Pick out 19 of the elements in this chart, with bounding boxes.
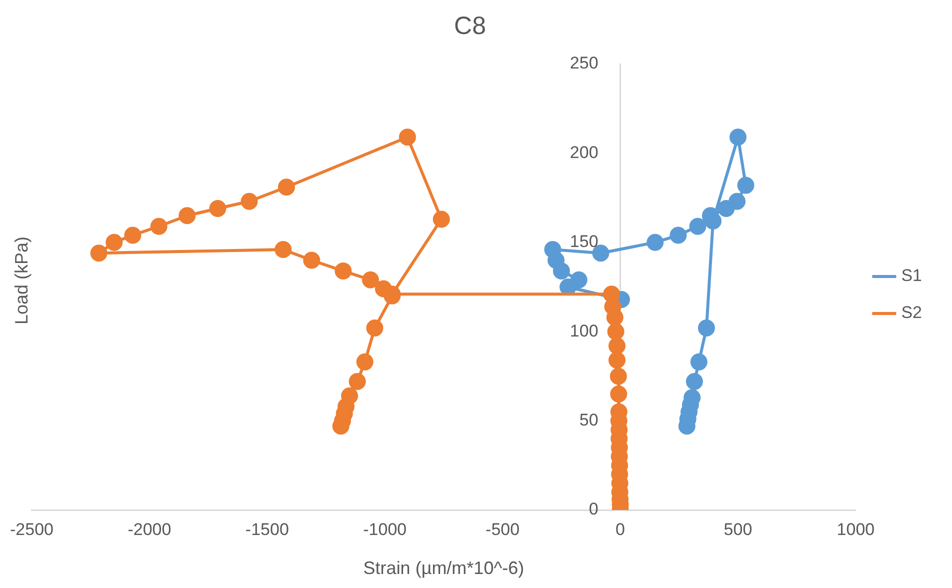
- x-tick-label: 1000: [836, 520, 875, 539]
- chart-title: C8: [454, 12, 486, 40]
- y-tick-label: 250: [570, 54, 598, 73]
- y-tick-label: 50: [579, 410, 598, 430]
- x-tick-label: -2500: [10, 520, 54, 539]
- x-tick-label: 500: [724, 520, 752, 539]
- y-axis-title: Load (kPa): [12, 235, 32, 327]
- y-tick-label: 200: [570, 142, 598, 162]
- y-tick-label: 0: [588, 500, 598, 519]
- x-tick-label: -1000: [363, 520, 407, 539]
- x-axis-title: Strain (µm/m*10^-6): [363, 558, 524, 578]
- x-tick-label: -2000: [128, 520, 172, 539]
- y-tick-label: 100: [570, 321, 598, 340]
- x-tick-label: 0: [616, 520, 626, 539]
- legend-label: S1: [901, 266, 922, 286]
- x-tick-label: -500: [486, 520, 520, 539]
- y-tick-label: 150: [570, 232, 598, 252]
- x-tick-label: -1500: [245, 520, 289, 539]
- legend-label: S2: [901, 303, 922, 322]
